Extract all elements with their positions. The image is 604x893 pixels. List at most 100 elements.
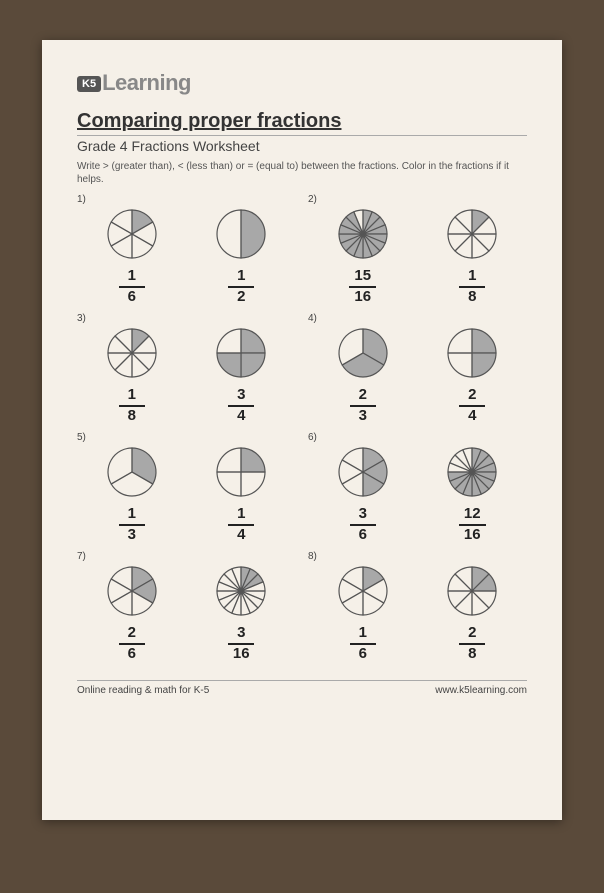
fraction-circle (215, 208, 267, 260)
fraction-denominator: 3 (350, 407, 376, 425)
fraction-denominator: 6 (119, 288, 145, 306)
problem-number: 3) (77, 313, 86, 324)
fraction-denominator: 3 (119, 526, 145, 544)
fraction-denominator: 6 (350, 645, 376, 663)
fraction-column: 28 (446, 565, 498, 662)
fraction-numerator: 3 (228, 625, 254, 645)
fraction: 18 (119, 387, 145, 424)
fraction-numerator: 3 (228, 387, 254, 407)
fraction: 13 (119, 506, 145, 543)
fraction-column: 24 (446, 327, 498, 424)
fraction-column: 26 (106, 565, 158, 662)
logo-badge: K5 (77, 76, 101, 92)
logo-text: Learning (102, 70, 191, 96)
fraction: 316 (228, 625, 255, 662)
fraction-numerator: 2 (459, 625, 485, 645)
problem-number: 1) (77, 194, 86, 205)
fraction-pair: 1314 (77, 446, 296, 543)
fraction-circle (215, 327, 267, 379)
problem-number: 6) (308, 432, 317, 443)
fraction-column: 1216 (446, 446, 498, 543)
problem: 8)1628 (308, 551, 527, 662)
fraction-pair: 1628 (308, 565, 527, 662)
problem-number: 8) (308, 551, 317, 562)
fraction-circle (106, 327, 158, 379)
fraction-numerator: 1 (119, 506, 145, 526)
problem: 6) 36 1216 (308, 432, 527, 543)
fraction-column: 36 (337, 446, 389, 543)
fraction-circle (215, 446, 267, 498)
fraction-column: 1516 (337, 208, 389, 305)
fraction-pair: 1612 (77, 208, 296, 305)
fraction-denominator: 6 (119, 645, 145, 663)
fraction-denominator: 6 (350, 526, 376, 544)
fraction-column: 18 (446, 208, 498, 305)
fraction-circle (106, 565, 158, 617)
fraction: 28 (459, 625, 485, 662)
fraction-numerator: 1 (228, 268, 254, 288)
footer: Online reading & math for K-5 www.k5lear… (77, 680, 527, 696)
page-subtitle: Grade 4 Fractions Worksheet (77, 135, 527, 154)
problem: 5)1314 (77, 432, 296, 543)
fraction-numerator: 2 (350, 387, 376, 407)
fraction-circle (106, 208, 158, 260)
fraction-circle (337, 327, 389, 379)
fraction: 12 (228, 268, 254, 305)
fraction-denominator: 8 (119, 407, 145, 425)
fraction-circle (106, 446, 158, 498)
fraction-circle (446, 446, 498, 498)
fraction-column: 16 (337, 565, 389, 662)
fraction-pair: 36 1216 (308, 446, 527, 543)
fraction-denominator: 4 (228, 526, 254, 544)
problem: 2) 1516 18 (308, 194, 527, 305)
fraction-column: 16 (106, 208, 158, 305)
fraction-column: 13 (106, 446, 158, 543)
fraction-pair: 2324 (308, 327, 527, 424)
page-title: Comparing proper fractions (77, 110, 527, 133)
fraction-circle (337, 208, 389, 260)
fraction-denominator: 16 (228, 645, 255, 663)
instructions-text: Write > (greater than), < (less than) or… (77, 160, 527, 186)
fraction: 34 (228, 387, 254, 424)
fraction-denominator: 4 (459, 407, 485, 425)
fraction-column: 34 (215, 327, 267, 424)
problem-number: 7) (77, 551, 86, 562)
fraction-column: 14 (215, 446, 267, 543)
fraction-pair: 1834 (77, 327, 296, 424)
footer-left: Online reading & math for K-5 (77, 685, 209, 696)
fraction-circle (215, 565, 267, 617)
fraction-numerator: 1 (350, 625, 376, 645)
fraction-numerator: 1 (459, 268, 485, 288)
fraction-denominator: 8 (459, 288, 485, 306)
fraction-numerator: 1 (228, 506, 254, 526)
fraction-column: 316 (215, 565, 267, 662)
fraction-pair: 26 316 (77, 565, 296, 662)
fraction-circle (337, 446, 389, 498)
fraction: 16 (350, 625, 376, 662)
fraction: 18 (459, 268, 485, 305)
problem-number: 5) (77, 432, 86, 443)
problem-number: 2) (308, 194, 317, 205)
problem: 7) 26 316 (77, 551, 296, 662)
fraction-numerator: 3 (350, 506, 376, 526)
fraction-denominator: 4 (228, 407, 254, 425)
fraction-denominator: 16 (349, 288, 376, 306)
fraction-circle (446, 327, 498, 379)
fraction: 1516 (349, 268, 376, 305)
fraction-numerator: 2 (119, 625, 145, 645)
fraction-numerator: 12 (459, 506, 486, 526)
fraction-denominator: 16 (459, 526, 486, 544)
fraction-column: 23 (337, 327, 389, 424)
fraction-circle (446, 208, 498, 260)
fraction-pair: 1516 18 (308, 208, 527, 305)
fraction-denominator: 8 (459, 645, 485, 663)
fraction-circle (337, 565, 389, 617)
fraction-numerator: 1 (119, 387, 145, 407)
problem-number: 4) (308, 313, 317, 324)
worksheet-paper: K5 Learning Comparing proper fractions G… (42, 40, 562, 820)
fraction-circle (446, 565, 498, 617)
fraction-denominator: 2 (228, 288, 254, 306)
logo: K5 Learning (77, 70, 527, 96)
fraction: 23 (350, 387, 376, 424)
fraction-numerator: 15 (349, 268, 376, 288)
